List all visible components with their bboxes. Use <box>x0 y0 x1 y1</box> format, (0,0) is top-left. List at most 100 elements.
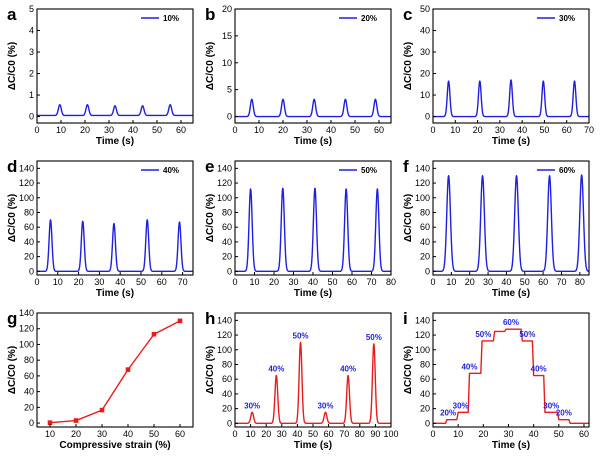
y-tick-label: 60 <box>420 222 430 232</box>
y-tick-label: 0 <box>425 418 430 428</box>
plot-frame <box>432 160 590 276</box>
y-tick-label: 40 <box>222 389 232 399</box>
y-tick-label: 0 <box>425 266 430 276</box>
y-tick-label: 20 <box>24 402 34 412</box>
x-tick-label: 20 <box>269 277 279 287</box>
x-tick-label: 0 <box>430 277 435 287</box>
plot-frame <box>432 312 590 428</box>
panel-h: 0 10 20 30 40 50 60 70 80 90 100020406080100120140… <box>205 309 399 451</box>
y-tick-label: 120 <box>217 178 232 188</box>
legend-label: 60% <box>559 166 575 175</box>
y-tick-label: 50 <box>420 4 430 14</box>
x-tick-label: 60 <box>175 429 185 439</box>
x-tick-label: 20 <box>278 125 288 135</box>
panel-d: 0 10 20 30 40 50 60 70 0 20 40 60 80 100 120 140 Time (s… <box>7 157 194 299</box>
series-line-b <box>234 98 392 118</box>
annotation-label: 50% <box>475 330 491 339</box>
data-point <box>177 318 183 324</box>
x-tick-label: 40 <box>326 125 336 135</box>
annotation-label: 50% <box>293 331 309 340</box>
x-tick-label: 0 <box>232 125 237 135</box>
data-point <box>47 420 53 425</box>
y-tick-label: 2 <box>29 69 34 79</box>
y-tick-label: 120 <box>415 178 430 188</box>
legend-label: 30% <box>559 14 575 23</box>
annotation-label: 30% <box>317 401 333 410</box>
plot-frame <box>432 8 590 124</box>
y-tick-label: 120 <box>415 330 430 340</box>
y-tick-label: 1 <box>29 90 34 100</box>
y-tick-label: 80 <box>420 359 430 369</box>
y-tick-label: 140 <box>19 308 34 318</box>
x-tick-label: 70 <box>366 277 376 287</box>
x-tick-label: 10 <box>53 277 63 287</box>
panel-a: 0 10 20 30 40 50 60 0 1 2 3 4 5 Time (s) ΔC/C0 (%) a 10% <box>7 4 194 147</box>
x-tick-label: 40 <box>529 429 539 439</box>
y-axis-label: ΔC/C0 (%) <box>205 42 216 90</box>
annotation-label: 20% <box>556 409 572 418</box>
x-tick-label: 80 <box>575 277 585 287</box>
y-tick-label: 40 <box>420 237 430 247</box>
panel-label: h <box>205 309 215 328</box>
y-tick-label: 60 <box>222 222 232 232</box>
x-tick-label: 40 <box>123 429 133 439</box>
x-tick-label: 50 <box>136 277 146 287</box>
y-tick-label: 80 <box>24 355 34 365</box>
y-tick-label: 100 <box>415 193 430 203</box>
y-tick-label: 20 <box>222 252 232 262</box>
legend-label: 10% <box>163 14 179 23</box>
panel-label: g <box>7 309 17 328</box>
y-tick-label: 140 <box>415 163 430 173</box>
x-tick-label: 20 <box>478 429 488 439</box>
x-tick-label: 90 <box>370 429 380 439</box>
y-tick-label: 20 <box>222 4 232 14</box>
x-axis-label: Time (s) <box>294 288 332 299</box>
data-point <box>73 418 79 423</box>
data-point <box>151 331 157 337</box>
x-tick-label: 50 <box>327 277 337 287</box>
y-tick-label: 40 <box>24 387 34 397</box>
x-axis-label: Time (s) <box>492 288 530 299</box>
x-tick-label: 10 <box>246 429 256 439</box>
x-tick-label: 40 <box>517 125 527 135</box>
annotation-label: 40% <box>531 365 547 374</box>
x-tick-label: 60 <box>176 125 186 135</box>
x-tick-label: 50 <box>308 429 318 439</box>
y-tick-label: 0 <box>227 418 232 428</box>
y-tick-label: 4 <box>29 26 34 36</box>
y-tick-label: 5 <box>29 4 34 14</box>
x-tick-label: 50 <box>520 277 530 287</box>
x-tick-label: 20 <box>74 277 84 287</box>
y-tick-label: 3 <box>29 47 34 57</box>
y-tick-label: 80 <box>222 359 232 369</box>
panel-label: e <box>205 157 214 176</box>
y-tick-label: 0 <box>29 266 34 276</box>
y-tick-label: 0 <box>29 418 34 428</box>
series-line-c <box>432 79 590 118</box>
y-tick-label: 40 <box>420 26 430 36</box>
y-tick-label: 120 <box>217 330 232 340</box>
y-tick-label: 10 <box>222 58 232 68</box>
x-tick-label: 30 <box>277 429 287 439</box>
panel-label: i <box>403 309 408 328</box>
x-axis-label: Time (s) <box>492 440 530 451</box>
series-line-h <box>234 341 392 425</box>
x-tick-label: 70 <box>178 277 188 287</box>
x-tick-label: 80 <box>386 277 396 287</box>
y-tick-label: 20 <box>222 404 232 414</box>
x-tick-label: 70 <box>556 277 566 287</box>
y-tick-label: 80 <box>420 207 430 217</box>
x-tick-label: 60 <box>562 125 572 135</box>
panel-label: b <box>205 5 215 24</box>
y-tick-label: 140 <box>415 315 430 325</box>
y-tick-label: 100 <box>217 193 232 203</box>
y-tick-label: 60 <box>24 222 34 232</box>
x-tick-label: 40 <box>501 277 511 287</box>
x-tick-label: 70 <box>584 125 594 135</box>
x-tick-label: 40 <box>115 277 125 287</box>
x-tick-label: 0 <box>232 429 237 439</box>
y-tick-label: 20 <box>420 69 430 79</box>
annotation-label: 30% <box>543 401 559 410</box>
series-line-f <box>432 174 590 273</box>
